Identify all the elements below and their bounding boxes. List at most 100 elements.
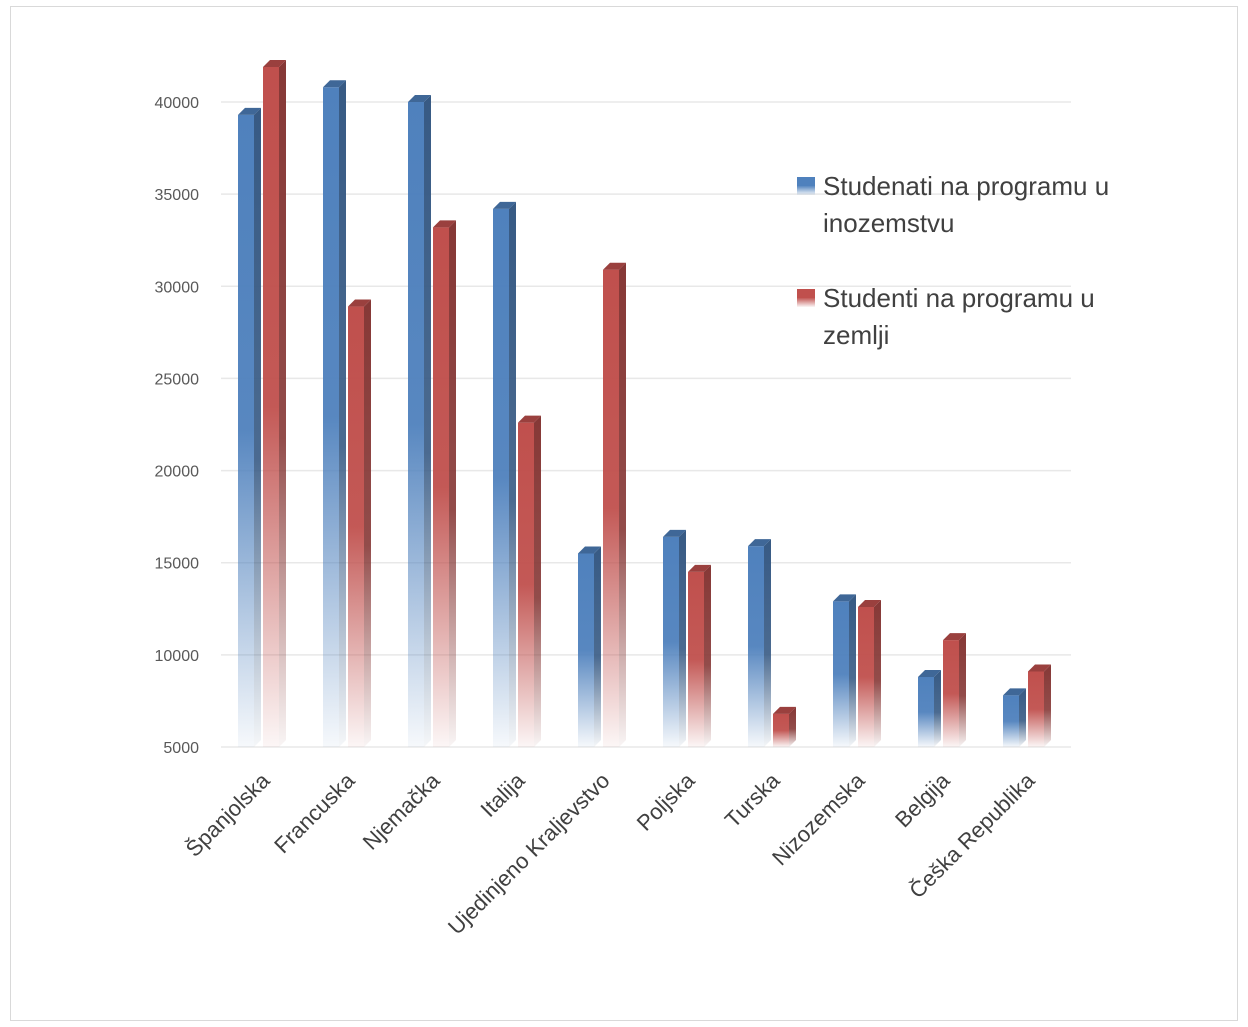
x-tick-label: Nizozemska <box>767 767 870 870</box>
x-tick-label: Italija <box>476 767 531 822</box>
bar-side <box>704 564 711 747</box>
bar-top <box>323 80 346 88</box>
bar-front <box>1003 695 1019 747</box>
bar-top <box>578 546 601 554</box>
y-tick-label: 30000 <box>155 279 200 296</box>
x-tick-label: Poljska <box>632 767 700 835</box>
bar-side <box>874 599 881 747</box>
bar-side <box>1019 688 1026 747</box>
bar-front <box>688 571 704 747</box>
bar-side <box>764 539 771 747</box>
bar-home-7 <box>858 599 881 747</box>
bar-top <box>943 633 966 641</box>
bar-top <box>918 669 941 677</box>
bar-abroad-0 <box>238 107 261 747</box>
bar-front <box>323 87 339 747</box>
y-tick-label: 5000 <box>163 740 199 757</box>
bar-top <box>1003 688 1026 696</box>
legend-entry: Studenati na programu u inozemstvu <box>797 171 1109 238</box>
bar-front <box>663 536 679 747</box>
legend: Studenati na programu u inozemstvu Student… <box>797 171 1109 350</box>
bar-side <box>679 529 686 747</box>
bar-side <box>424 95 431 747</box>
bar-side <box>934 669 941 747</box>
bar-front <box>238 114 254 747</box>
bar-front <box>493 208 509 747</box>
x-tick-label: Njemačka <box>358 767 445 854</box>
bar-side <box>959 633 966 747</box>
bar-side <box>619 262 626 747</box>
chart-frame: 5000 10000 15000 20000 25000 30000 35000 40000 … <box>10 6 1238 1021</box>
bar-top <box>773 706 796 714</box>
bar-side <box>449 220 456 748</box>
bar-side <box>254 107 261 747</box>
bar-side <box>789 706 796 747</box>
bar-front <box>263 66 279 747</box>
bar-top <box>1028 664 1051 672</box>
bar-home-5 <box>688 564 711 747</box>
bar-home-6 <box>773 706 796 747</box>
legend-entry: Studenti na programu u zemlji <box>797 283 1095 350</box>
bar-side <box>509 201 516 747</box>
bar-top <box>603 262 626 270</box>
bar-top <box>858 599 881 607</box>
legend-label: Studenti na programu u <box>823 283 1095 313</box>
bar-abroad-9 <box>1003 688 1026 747</box>
bar-top <box>408 95 431 102</box>
bar-top <box>833 594 856 602</box>
y-tick-label: 40000 <box>155 95 200 112</box>
bar-side <box>279 59 286 747</box>
y-axis: 5000 10000 15000 20000 25000 30000 35000 40000 <box>155 95 200 757</box>
bar-front <box>1028 671 1044 747</box>
bars <box>238 59 1051 748</box>
bar-front <box>943 640 959 747</box>
bar-abroad-3 <box>493 201 516 747</box>
x-tick-label: Francuska <box>269 767 360 858</box>
bar-front <box>518 422 534 747</box>
bar-side <box>594 546 601 747</box>
bar-home-9 <box>1028 664 1051 747</box>
bar-front <box>773 713 789 747</box>
y-tick-label: 35000 <box>155 187 200 204</box>
bar-front <box>918 676 934 747</box>
x-tick-label: Turska <box>720 767 785 832</box>
bar-home-1 <box>348 299 371 747</box>
x-tick-label: Belgija <box>890 767 955 832</box>
bar-front <box>408 102 424 747</box>
bar-abroad-1 <box>323 80 346 747</box>
bar-abroad-8 <box>918 669 941 747</box>
bar-abroad-7 <box>833 594 856 747</box>
bar-top <box>663 529 686 537</box>
bar-home-4 <box>603 262 626 747</box>
bar-top <box>688 564 711 572</box>
y-tick-label: 20000 <box>155 464 200 481</box>
bar-side <box>364 299 371 747</box>
bar-side <box>339 80 346 747</box>
bar-side <box>849 594 856 747</box>
bar-front <box>858 606 874 747</box>
bar-top <box>748 539 771 547</box>
y-tick-label: 15000 <box>155 556 200 573</box>
legend-label: inozemstvu <box>823 208 955 238</box>
bar-top <box>238 107 261 115</box>
y-tick-label: 25000 <box>155 371 200 388</box>
x-tick-label: Ujedinjeno Kraljevstvo <box>443 768 615 940</box>
bar-front <box>578 553 594 747</box>
bar-front <box>748 546 764 747</box>
legend-swatch-top <box>797 289 815 298</box>
bar-side <box>1044 664 1051 747</box>
bar-abroad-6 <box>748 539 771 747</box>
legend-label: zemlji <box>823 320 889 350</box>
bar-home-0 <box>263 59 286 747</box>
bar-top <box>493 201 516 209</box>
x-tick-label: Španjolska <box>181 767 275 861</box>
bar-abroad-5 <box>663 529 686 747</box>
bar-abroad-4 <box>578 546 601 747</box>
bar-top <box>263 59 286 67</box>
bar-top <box>518 415 541 423</box>
bar-chart: 500010000150002000025000300003500040000 … <box>155 59 1109 939</box>
bar-home-8 <box>943 633 966 747</box>
bar-top <box>348 299 371 307</box>
bar-side <box>534 415 541 747</box>
